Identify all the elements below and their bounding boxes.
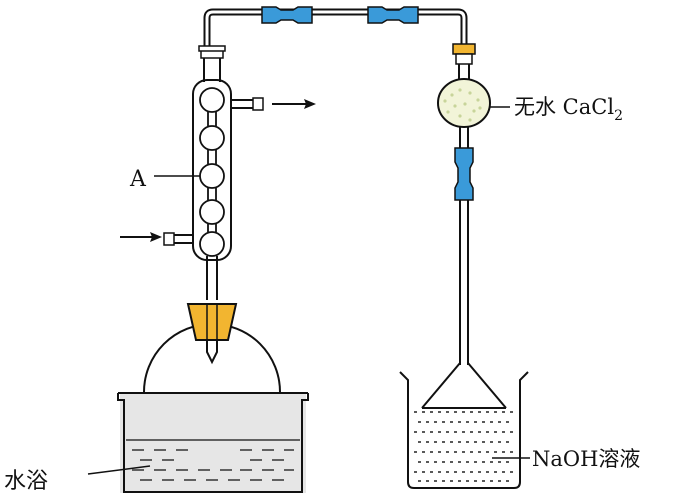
water-dashes — [132, 449, 294, 481]
svg-text:无水 CaCl2: 无水 CaCl2 — [514, 95, 623, 124]
rubber-connector — [261, 6, 313, 24]
drying-agent-text: 无水 CaCl — [514, 95, 614, 119]
rubber-stopper — [186, 303, 238, 341]
water-bath — [117, 392, 309, 493]
water-bath-label: 水浴 — [4, 465, 151, 494]
water-bath-label-text: 水浴 — [4, 469, 48, 494]
absorber-label-text: NaOH溶液 — [532, 447, 640, 471]
rubber-connector — [367, 6, 419, 24]
arrow-right-icon — [272, 99, 316, 109]
beaker — [399, 371, 529, 489]
drying-agent-subscript: 2 — [614, 108, 623, 124]
drying-tube — [421, 43, 507, 409]
condenser-a — [163, 45, 264, 365]
absorber-label: NaOH溶液 — [492, 447, 640, 471]
naoh-liquid — [414, 411, 513, 482]
arrow-right-icon — [120, 232, 162, 242]
condenser-label: A — [129, 167, 200, 192]
drying-agent-label: 无水 CaCl2 — [490, 95, 623, 124]
condenser-label-text: A — [129, 167, 147, 192]
connecting-tube — [203, 8, 468, 58]
cacl2-granules — [443, 88, 482, 122]
